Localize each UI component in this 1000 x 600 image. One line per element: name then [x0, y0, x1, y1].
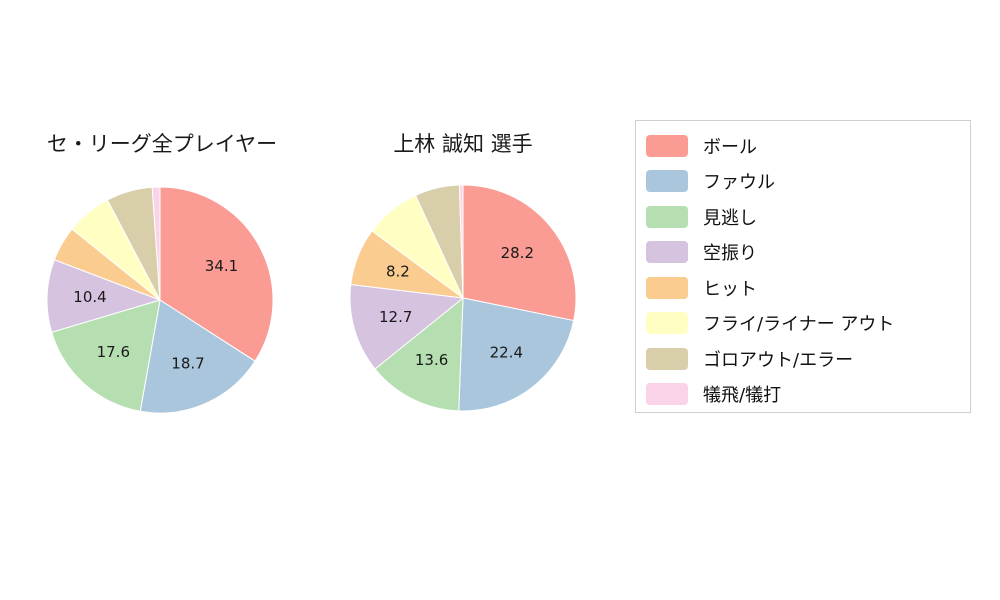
legend-item: 見逃し — [646, 199, 970, 235]
pie-slice — [349, 284, 464, 370]
legend-item: フライ/ライナー アウト — [646, 306, 970, 342]
pie-slice — [458, 184, 464, 299]
pie-value-label: 34.1 — [205, 257, 238, 275]
pie-slice — [458, 297, 575, 412]
legend-label: 見逃し — [703, 207, 757, 229]
legend-label: 犠飛/犠打 — [703, 385, 782, 407]
legend-label: ボール — [703, 136, 757, 158]
legend-item: 空振り — [646, 235, 970, 271]
pie-value-label: 13.6 — [415, 351, 448, 369]
pie-value-label: 28.2 — [501, 244, 534, 262]
legend-swatch — [646, 276, 688, 299]
pie-value-label: 18.7 — [171, 355, 204, 373]
pie-slice — [462, 184, 577, 322]
legend-label: ヒット — [703, 278, 757, 300]
legend-label: フライ/ライナー アウト — [703, 314, 895, 336]
pie-value-label: 8.2 — [386, 263, 410, 281]
legend-item: ヒット — [646, 270, 970, 306]
pie-value-label: 22.4 — [490, 344, 523, 362]
legend-label: ファウル — [703, 172, 775, 194]
legend-swatch — [646, 241, 688, 264]
legend-item: ファウル — [646, 164, 970, 200]
legend-item: ゴロアウト/エラー — [646, 341, 970, 377]
pie-slice — [46, 259, 161, 333]
pie-chart-player: 28.2 22.4 13.6 12.7 8.2 — [349, 184, 577, 412]
pie-slice — [139, 299, 256, 414]
legend-swatch — [646, 383, 688, 406]
legend-swatch — [646, 170, 688, 193]
legend-label: ゴロアウト/エラー — [703, 349, 854, 371]
pie-slice — [374, 297, 464, 412]
legend-label: 空振り — [703, 243, 757, 265]
legend-swatch — [646, 312, 688, 335]
pie-slice — [51, 299, 161, 412]
pie-title-player: 上林 誠知 選手 — [393, 132, 533, 156]
pie-value-label: 10.4 — [73, 288, 106, 306]
pie-chart-all-players: 34.1 18.7 17.6 10.4 — [46, 186, 274, 414]
legend-item: 犠飛/犠打 — [646, 377, 970, 413]
legend-swatch — [646, 347, 688, 370]
legend-swatch — [646, 134, 688, 157]
pie-title-all-players: セ・リーグ全プレイヤー — [46, 132, 278, 156]
legend: ボールファウル見逃し空振りヒットフライ/ライナー アウト ゴロアウト/エラー 犠飛/… — [635, 120, 971, 413]
pie-slice — [151, 186, 161, 301]
legend-swatch — [646, 205, 688, 228]
pie-value-label: 17.6 — [97, 343, 130, 361]
legend-item: ボール — [646, 128, 970, 164]
pie-value-label: 12.7 — [379, 308, 412, 326]
